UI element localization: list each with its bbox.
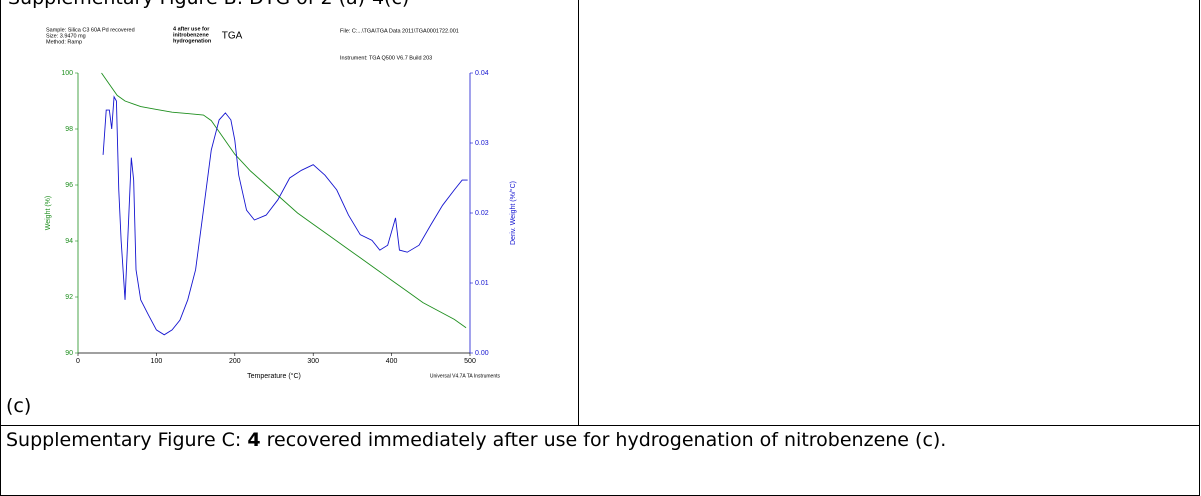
data-line [102, 95, 468, 336]
info-text: Instrument: TGA Q500 V6.7 Build 203 [340, 55, 432, 61]
y2-tick-label: 0.01 [475, 280, 489, 287]
caption-text: recovered immediately after use for hydr… [260, 429, 947, 451]
y-axis-label: Weight (%) [45, 196, 52, 231]
x-tick-label: 0 [76, 358, 80, 365]
info-note: 4 after use for [173, 26, 210, 32]
y2-axis-label: Deriv. Weight (%/°C) [509, 181, 517, 245]
y-tick-label: 96 [65, 182, 73, 189]
info-note: hydrogenation [173, 38, 212, 44]
caption-text: Supplementary Figure C: [6, 429, 248, 451]
chart-title: TGA [222, 31, 243, 42]
x-tick-label: 300 [307, 358, 319, 365]
panel-label: (c) [6, 395, 32, 417]
data-line [101, 72, 467, 329]
info-text: File: C:...\TGA\TGA Data 2011\TGA0001722… [340, 28, 459, 34]
x-tick-label: 500 [464, 358, 476, 365]
caption-bold: 4 [247, 429, 261, 451]
y2-tick-label: 0.03 [475, 140, 489, 147]
info-text: Sample: Silica C3 60A Pd recovered [46, 27, 135, 33]
info-text: Method: Ramp [46, 39, 82, 45]
x-tick-label: 200 [229, 358, 241, 365]
figure-caption: Supplementary Figure C: 4 recovered imme… [6, 427, 1186, 453]
footer: Universal V4.7A TA Instruments [430, 373, 501, 379]
y2-tick-label: 0.02 [475, 210, 489, 217]
y-tick-label: 98 [65, 126, 73, 133]
y-tick-label: 92 [65, 294, 73, 301]
y2-tick-label: 0.00 [475, 350, 489, 357]
x-tick-label: 100 [151, 358, 163, 365]
chart: TGA Temperature (°C) Universal V4.7A TA … [45, 26, 517, 380]
y-tick-label: 90 [65, 350, 73, 357]
header-caption: Supplementary Figure B: DTG of 2 (a)-4(c… [8, 0, 409, 9]
info-text: Size: 3.9470 mg [46, 33, 86, 39]
x-axis-label: Temperature (°C) [247, 372, 301, 380]
y2-tick-label: 0.04 [475, 70, 489, 77]
info-note: initrobenzene [173, 32, 209, 38]
empty-cell [578, 0, 1200, 426]
y-tick-label: 100 [61, 70, 73, 77]
x-tick-label: 400 [386, 358, 398, 365]
y-tick-label: 94 [65, 238, 73, 245]
